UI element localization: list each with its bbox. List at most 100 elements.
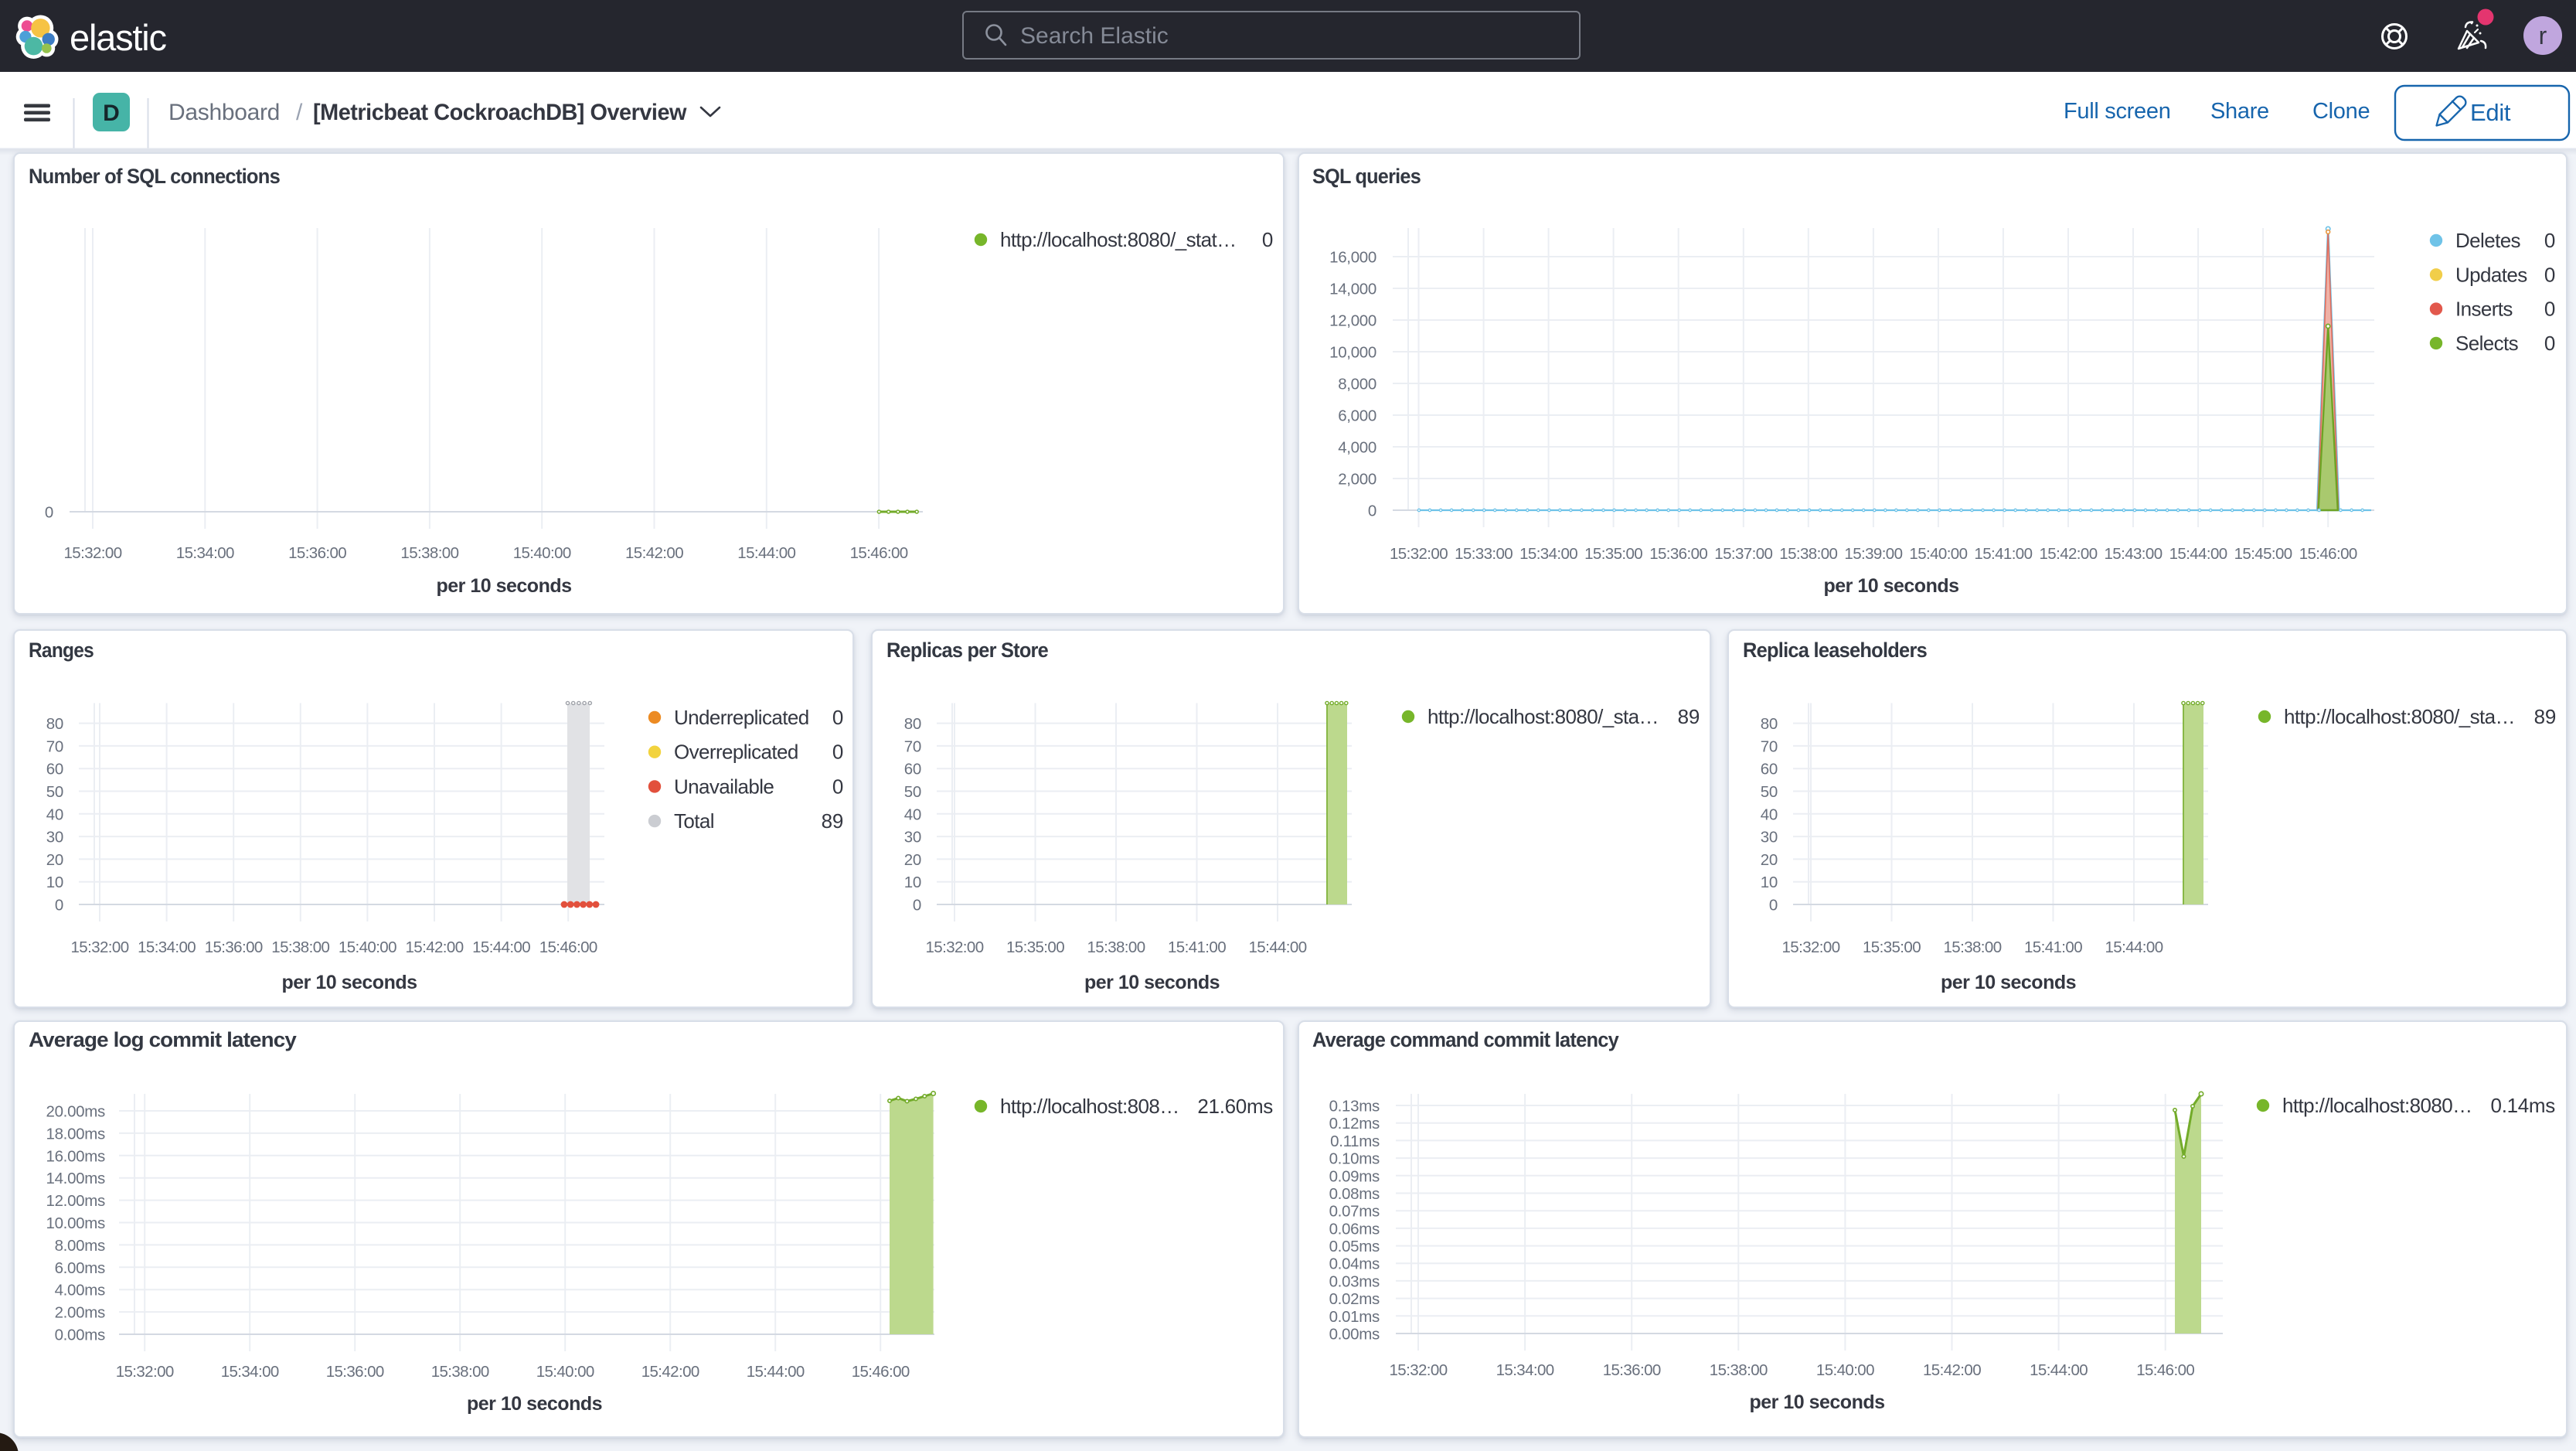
svg-text:per 10 seconds: per 10 seconds — [1084, 972, 1220, 993]
svg-text:15:32:00: 15:32:00 — [1390, 1361, 1448, 1379]
svg-text:14,000: 14,000 — [1329, 281, 1376, 298]
svg-text:per 10 seconds: per 10 seconds — [436, 575, 571, 597]
svg-text:Inserts: Inserts — [2455, 298, 2513, 321]
svg-text:0: 0 — [2544, 332, 2555, 355]
svg-text:0.06ms: 0.06ms — [1329, 1220, 1380, 1238]
svg-text:0: 0 — [1769, 897, 1778, 915]
svg-text:15:44:00: 15:44:00 — [747, 1363, 805, 1381]
svg-text:Clone: Clone — [2312, 99, 2370, 124]
svg-text:15:38:00: 15:38:00 — [1779, 545, 1837, 563]
svg-text:SQL queries: SQL queries — [1312, 165, 1421, 188]
svg-text:0: 0 — [832, 775, 843, 798]
svg-text:http://localhost:8080…: http://localhost:8080… — [2282, 1094, 2472, 1117]
svg-text:0.01ms: 0.01ms — [1329, 1308, 1380, 1326]
svg-text:15:44:00: 15:44:00 — [472, 938, 530, 956]
svg-text:12,000: 12,000 — [1329, 312, 1376, 330]
svg-text:15:41:00: 15:41:00 — [1168, 938, 1226, 956]
svg-text:Updates: Updates — [2455, 263, 2527, 286]
svg-text:r: r — [2539, 22, 2547, 49]
svg-text:15:42:00: 15:42:00 — [2040, 545, 2098, 563]
svg-text:per 10 seconds: per 10 seconds — [1749, 1391, 1884, 1413]
svg-text:15:42:00: 15:42:00 — [406, 938, 464, 956]
svg-text:Dashboard: Dashboard — [168, 100, 280, 125]
svg-text:http://localhost:8080/_stat…: http://localhost:8080/_stat… — [1000, 228, 1237, 251]
svg-text:Overreplicated: Overreplicated — [674, 741, 798, 764]
svg-text:18.00ms: 18.00ms — [46, 1125, 105, 1143]
svg-text:15:39:00: 15:39:00 — [1844, 545, 1902, 563]
svg-text:0.11ms: 0.11ms — [1330, 1133, 1380, 1150]
svg-text:15:34:00: 15:34:00 — [1519, 545, 1577, 563]
svg-text:14.00ms: 14.00ms — [46, 1170, 105, 1187]
svg-text:15:36:00: 15:36:00 — [326, 1363, 384, 1381]
svg-text:60: 60 — [904, 761, 921, 778]
svg-text:15:36:00: 15:36:00 — [288, 544, 346, 562]
svg-text:15:43:00: 15:43:00 — [2105, 545, 2163, 563]
svg-text:0.02ms: 0.02ms — [1329, 1290, 1380, 1308]
svg-text:15:34:00: 15:34:00 — [176, 544, 234, 562]
svg-text:http://localhost:808…: http://localhost:808… — [1000, 1095, 1179, 1118]
svg-text:15:41:00: 15:41:00 — [1974, 545, 2032, 563]
svg-text:15:40:00: 15:40:00 — [536, 1363, 594, 1381]
svg-text:0.00ms: 0.00ms — [55, 1327, 105, 1344]
svg-text:0: 0 — [1368, 502, 1376, 520]
svg-text:10: 10 — [904, 874, 921, 891]
svg-text:Share: Share — [2210, 99, 2269, 124]
svg-text:4,000: 4,000 — [1338, 439, 1376, 457]
svg-text:0.05ms: 0.05ms — [1329, 1238, 1380, 1255]
svg-text:0.04ms: 0.04ms — [1329, 1255, 1380, 1273]
svg-text:Deletes: Deletes — [2455, 229, 2521, 252]
svg-text:70: 70 — [1761, 737, 1778, 755]
svg-text:0.08ms: 0.08ms — [1329, 1185, 1380, 1203]
svg-text:15:38:00: 15:38:00 — [400, 544, 458, 562]
svg-text:15:40:00: 15:40:00 — [1816, 1361, 1874, 1379]
svg-text:10: 10 — [46, 874, 63, 891]
svg-text:6.00ms: 6.00ms — [55, 1259, 105, 1277]
svg-text:15:34:00: 15:34:00 — [221, 1363, 279, 1381]
svg-text:15:38:00: 15:38:00 — [1710, 1361, 1768, 1379]
svg-text:0: 0 — [913, 897, 921, 915]
svg-text:15:44:00: 15:44:00 — [2105, 938, 2163, 956]
svg-text:0: 0 — [832, 741, 843, 764]
svg-text:15:46:00: 15:46:00 — [852, 1363, 910, 1381]
svg-text:40: 40 — [1761, 806, 1778, 823]
svg-text:6,000: 6,000 — [1338, 407, 1376, 425]
svg-text:Edit: Edit — [2470, 99, 2511, 126]
svg-text:70: 70 — [46, 737, 63, 755]
svg-text:21.60ms: 21.60ms — [1197, 1095, 1273, 1118]
svg-text:15:35:00: 15:35:00 — [1584, 545, 1642, 563]
svg-text:0.00ms: 0.00ms — [1329, 1326, 1380, 1344]
svg-text:15:38:00: 15:38:00 — [271, 938, 329, 956]
svg-text:0.09ms: 0.09ms — [1329, 1167, 1380, 1185]
svg-text:15:46:00: 15:46:00 — [850, 544, 908, 562]
svg-text:40: 40 — [904, 806, 921, 823]
svg-text:0: 0 — [2544, 229, 2555, 252]
svg-text:Ranges: Ranges — [29, 639, 94, 662]
svg-text:0: 0 — [2544, 263, 2555, 286]
svg-text:Replicas per Store: Replicas per Store — [886, 639, 1049, 662]
svg-text:15:32:00: 15:32:00 — [926, 938, 984, 956]
svg-text:50: 50 — [1761, 783, 1778, 801]
svg-text:15:37:00: 15:37:00 — [1714, 545, 1772, 563]
svg-text:Average command commit latency: Average command commit latency — [1312, 1028, 1619, 1051]
svg-text:Full screen: Full screen — [2064, 99, 2171, 124]
svg-text:Selects: Selects — [2455, 332, 2519, 355]
svg-text:per 10 seconds: per 10 seconds — [281, 972, 417, 993]
svg-text:20: 20 — [46, 851, 63, 869]
svg-text:15:32:00: 15:32:00 — [1782, 938, 1840, 956]
svg-text:0.14ms: 0.14ms — [2491, 1094, 2556, 1117]
svg-text:2.00ms: 2.00ms — [55, 1304, 105, 1322]
svg-text:15:46:00: 15:46:00 — [2299, 545, 2357, 563]
svg-text:0.07ms: 0.07ms — [1329, 1203, 1380, 1221]
svg-text:0.13ms: 0.13ms — [1329, 1098, 1380, 1115]
svg-text:15:44:00: 15:44:00 — [737, 544, 795, 562]
svg-text:15:42:00: 15:42:00 — [641, 1363, 699, 1381]
svg-text:0: 0 — [1262, 228, 1273, 251]
svg-text:4.00ms: 4.00ms — [55, 1282, 105, 1299]
svg-text:15:32:00: 15:32:00 — [64, 544, 122, 562]
svg-text:0.12ms: 0.12ms — [1329, 1115, 1380, 1133]
svg-text:89: 89 — [1678, 705, 1700, 728]
svg-text:Average log commit latency: Average log commit latency — [29, 1028, 297, 1051]
svg-text:50: 50 — [46, 783, 63, 801]
svg-text:30: 30 — [1761, 829, 1778, 846]
svg-text:16.00ms: 16.00ms — [46, 1147, 105, 1165]
